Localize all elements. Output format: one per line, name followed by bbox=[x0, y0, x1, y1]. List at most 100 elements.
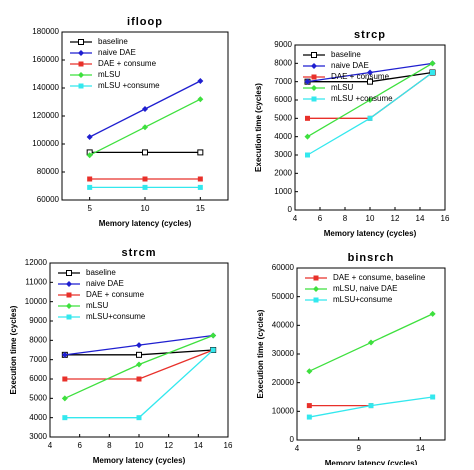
marker bbox=[142, 124, 148, 131]
x-axis-label: Memory latency (cycles) bbox=[93, 456, 186, 465]
y-tick-label: 6000 bbox=[29, 374, 47, 383]
marker bbox=[78, 39, 84, 45]
y-tick-label: 5000 bbox=[274, 113, 292, 122]
y-tick-label: 8000 bbox=[29, 335, 47, 344]
legend-label: mLSU bbox=[331, 83, 353, 92]
x-axis-label: Memory latency (cycles) bbox=[99, 219, 192, 228]
y-tick-label: 2000 bbox=[274, 168, 292, 177]
marker bbox=[62, 415, 68, 421]
legend-label: naive DAE bbox=[86, 279, 124, 288]
marker bbox=[429, 310, 436, 317]
marker bbox=[306, 368, 313, 375]
y-tick-label: 8000 bbox=[274, 58, 292, 67]
marker bbox=[87, 184, 93, 190]
y-tick-label: 50000 bbox=[272, 292, 295, 301]
x-tick-label: 16 bbox=[224, 441, 233, 450]
y-tick-label: 11000 bbox=[25, 277, 47, 286]
y-tick-label: 3000 bbox=[274, 150, 292, 159]
marker bbox=[367, 97, 373, 103]
y-tick-label: 4000 bbox=[29, 413, 47, 422]
x-tick-label: 4 bbox=[295, 444, 300, 453]
x-tick-label: 10 bbox=[141, 204, 150, 213]
chart-title: ifloop bbox=[127, 16, 163, 28]
marker bbox=[367, 69, 373, 76]
x-tick-label: 16 bbox=[441, 214, 450, 223]
marker bbox=[66, 314, 72, 320]
marker bbox=[136, 351, 142, 358]
y-tick-label: 40000 bbox=[272, 320, 295, 329]
x-tick-label: 8 bbox=[107, 441, 112, 450]
y-tick-label: 0 bbox=[290, 435, 295, 444]
y-tick-label: 9000 bbox=[29, 316, 47, 325]
y-tick-label: 9000 bbox=[274, 40, 292, 49]
marker bbox=[313, 297, 319, 303]
legend-label: baseline bbox=[98, 37, 128, 46]
marker bbox=[197, 78, 204, 84]
legend-label: DAE + consume, baseline bbox=[333, 273, 426, 282]
legend-label: mLSU bbox=[98, 70, 120, 79]
marker bbox=[197, 184, 203, 190]
legend-label: DAE + consume bbox=[98, 59, 157, 68]
marker bbox=[87, 176, 93, 182]
legend-label: mLSU +consume bbox=[98, 81, 160, 90]
marker bbox=[66, 270, 72, 276]
marker bbox=[78, 61, 84, 67]
marker bbox=[197, 96, 204, 103]
y-axis-label: Execution time (cycles) bbox=[9, 305, 18, 394]
marker bbox=[136, 361, 142, 368]
marker bbox=[142, 149, 148, 156]
marker bbox=[61, 351, 68, 358]
x-tick-label: 14 bbox=[194, 441, 203, 450]
chart-title: strcp bbox=[354, 29, 386, 41]
marker bbox=[311, 74, 317, 80]
marker bbox=[210, 347, 216, 353]
y-tick-label: 3000 bbox=[29, 432, 47, 441]
y-axis-label: Execution time (cycles) bbox=[254, 83, 263, 172]
marker bbox=[311, 63, 317, 69]
legend-label: mLSU +consume bbox=[331, 94, 393, 103]
x-tick-label: 9 bbox=[356, 444, 361, 453]
marker bbox=[142, 106, 148, 112]
plot-frame bbox=[61, 31, 229, 201]
marker bbox=[304, 78, 311, 85]
marker bbox=[306, 403, 312, 409]
marker bbox=[66, 281, 72, 287]
y-tick-label: 10000 bbox=[25, 297, 48, 306]
marker bbox=[61, 395, 68, 402]
marker bbox=[86, 152, 93, 159]
x-tick-label: 5 bbox=[87, 204, 92, 213]
y-tick-label: 0 bbox=[288, 205, 293, 214]
y-tick-label: 60000 bbox=[37, 195, 60, 204]
y-tick-label: 140000 bbox=[32, 83, 59, 92]
marker bbox=[136, 342, 142, 349]
marker bbox=[429, 60, 436, 67]
marker bbox=[78, 83, 84, 89]
marker bbox=[78, 50, 84, 56]
y-tick-label: 80000 bbox=[37, 167, 60, 176]
legend-label: naive DAE bbox=[331, 61, 369, 70]
marker bbox=[142, 184, 148, 190]
legend-label: baseline bbox=[86, 268, 116, 277]
legend-label: DAE + consume bbox=[331, 72, 390, 81]
marker bbox=[66, 303, 72, 309]
marker bbox=[305, 152, 310, 158]
marker bbox=[62, 376, 68, 382]
y-tick-label: 6000 bbox=[274, 95, 292, 104]
x-tick-label: 6 bbox=[318, 214, 323, 223]
y-tick-label: 4000 bbox=[274, 132, 292, 141]
marker bbox=[86, 134, 93, 140]
x-tick-label: 4 bbox=[48, 441, 53, 450]
y-tick-label: 7000 bbox=[29, 355, 47, 364]
marker bbox=[136, 415, 142, 421]
marker bbox=[136, 376, 142, 382]
y-tick-label: 1000 bbox=[274, 187, 292, 196]
legend-label: DAE + consume bbox=[86, 290, 145, 299]
marker bbox=[367, 78, 373, 85]
marker bbox=[304, 133, 311, 140]
marker bbox=[142, 176, 148, 182]
x-tick-label: 10 bbox=[366, 214, 375, 223]
x-tick-label: 4 bbox=[293, 214, 298, 223]
y-tick-label: 7000 bbox=[274, 77, 292, 86]
